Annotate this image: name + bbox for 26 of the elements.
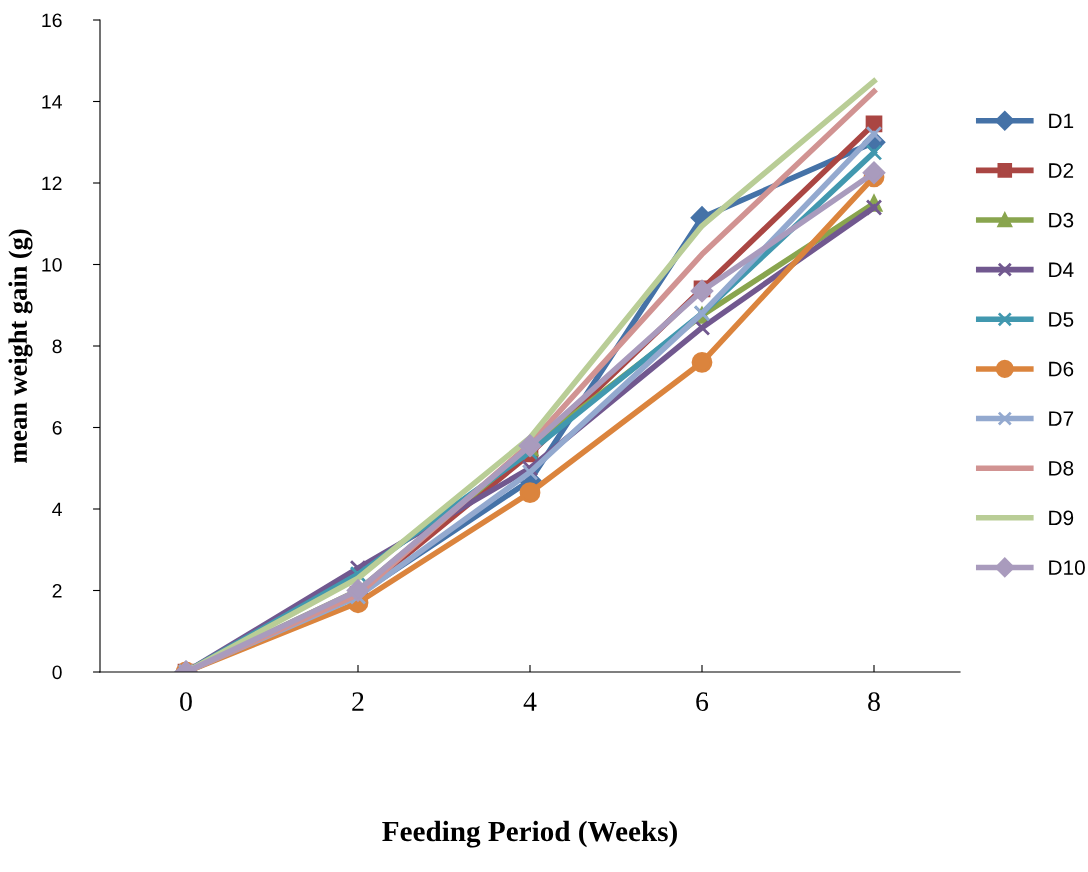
y-tick-label: 4 <box>52 502 62 517</box>
legend-label: D2 <box>1049 163 1074 178</box>
y-tick-label: 6 <box>52 420 62 435</box>
legend-label: D6 <box>1049 361 1074 377</box>
y-axis-title: mean weight gain (g) <box>8 229 33 463</box>
x-axis-title: Feeding Period (Weeks) <box>382 820 677 848</box>
legend-label: D10 <box>1049 560 1085 575</box>
legend-label: D7 <box>1049 411 1074 426</box>
legend-label: D8 <box>1049 460 1074 476</box>
y-tick-label: 12 <box>42 176 62 191</box>
y-tick-label: 14 <box>42 95 62 109</box>
y-tick-label: 0 <box>52 665 62 680</box>
x-tick-label: 2 <box>352 692 364 711</box>
y-tick-label: 16 <box>42 13 62 28</box>
x-tick-label: 6 <box>696 692 709 711</box>
legend-label: D9 <box>1049 510 1074 526</box>
x-tick-label: 4 <box>523 692 537 711</box>
legend-label: D5 <box>1049 312 1074 327</box>
legend-label: D3 <box>1049 212 1074 228</box>
legend-label: D4 <box>1049 262 1074 277</box>
y-tick-label: 2 <box>52 583 62 598</box>
y-tick-label: 10 <box>42 257 62 272</box>
x-tick-label: 8 <box>868 692 880 711</box>
y-tick-label: 8 <box>52 339 62 354</box>
legend-label: D1 <box>1049 113 1074 129</box>
x-tick-label: 0 <box>180 692 192 711</box>
